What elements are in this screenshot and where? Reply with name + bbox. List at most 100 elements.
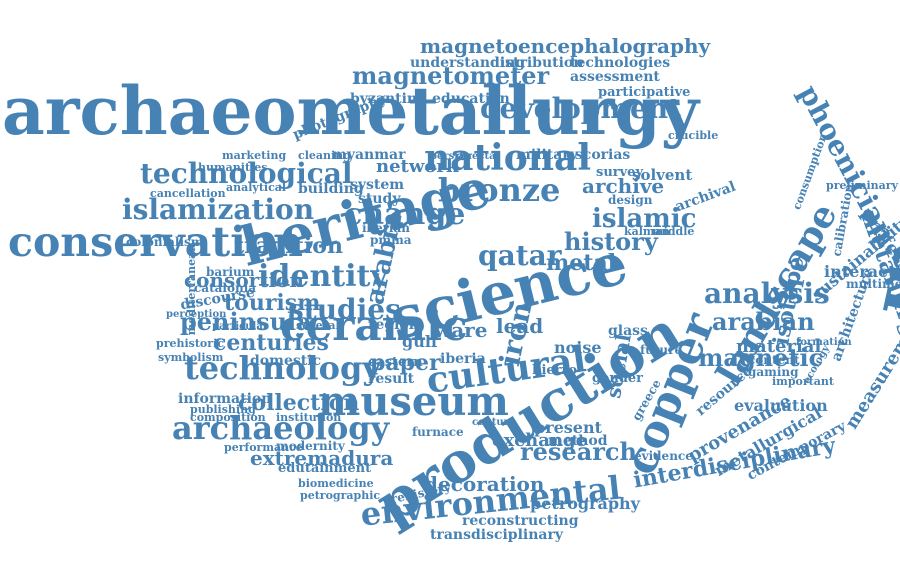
word-exchange: exchange	[492, 430, 588, 451]
word-mediterranean: mediterranean	[185, 243, 199, 336]
word-byzantine: byzantine	[350, 91, 426, 107]
word-ceramic: ceramic	[280, 301, 468, 350]
word-technological: technological	[140, 157, 353, 190]
word-interaction: interaction	[824, 262, 900, 281]
word-furnace: furnace	[412, 425, 464, 439]
word-publishing: publishing	[190, 403, 256, 416]
word-museum: museum	[318, 378, 509, 425]
word-assessment: assessment	[570, 69, 660, 85]
word-multimedia: multimedia	[846, 277, 900, 291]
word-humanities: humanities	[198, 161, 268, 174]
word-history: history	[564, 227, 658, 256]
word-pmma: pmma	[370, 233, 412, 247]
word-gaming: gaming	[748, 365, 799, 379]
word-eastern: eastern	[368, 355, 423, 370]
word-islamization: islamization	[122, 193, 315, 226]
word-national: national	[424, 137, 591, 179]
word-consortion: consortion	[184, 268, 304, 292]
word-peninsula: peninsula	[180, 307, 312, 336]
word-understanding: understanding	[410, 55, 526, 71]
word-studies: studies	[288, 293, 401, 326]
word-noise: noise	[554, 338, 602, 357]
word-metal: metal	[546, 250, 617, 276]
word-persian: persian	[430, 151, 472, 162]
word-tourism: tourism	[224, 290, 321, 316]
word-system: system	[350, 177, 405, 193]
word-catalonia: catalonia	[194, 281, 257, 295]
word-directa: directa	[456, 151, 496, 162]
word-magnetometer: magnetometer	[352, 61, 550, 90]
word-kalman: kalman	[624, 225, 670, 238]
word-arabian: arabian	[712, 307, 815, 336]
word-information: information	[178, 391, 272, 407]
word-petrographic: petrographic	[300, 489, 381, 502]
word-barium: barium	[206, 265, 255, 279]
word-iberia: iberia	[440, 351, 486, 367]
word-analysis: analysis	[704, 277, 830, 310]
word-archaeology: archaeology	[172, 409, 390, 447]
word-research: research	[520, 437, 637, 466]
word-myanmar: myanmar	[332, 147, 406, 163]
word-technologies: technologies	[570, 55, 671, 71]
word-ware: ware	[434, 318, 488, 342]
word-institution: institution	[276, 411, 342, 424]
word-cleaning: cleaning	[298, 149, 351, 162]
word-centuries: centuries	[213, 330, 329, 356]
word-education: education	[432, 91, 510, 107]
word-technology: technology	[184, 349, 381, 387]
word-important: important	[772, 375, 834, 388]
word-extremadura: extremadura	[250, 446, 394, 470]
word-magnetoencephalography: magnetoencephalography	[420, 34, 711, 58]
word-iberian: iberian	[362, 221, 410, 235]
word-participative: participative	[598, 85, 691, 100]
word-archaeometallurgy: archaeometallurgy	[2, 72, 699, 150]
word-paper: paper	[370, 350, 441, 376]
word-perception: perception	[166, 309, 227, 320]
word-archival: archival	[673, 178, 738, 216]
word-hierro: hierro	[532, 363, 578, 378]
word-gulf: gulf	[402, 332, 438, 351]
word-performance: performance	[224, 441, 303, 454]
word-glass: glass	[608, 323, 648, 339]
word-present: present	[534, 418, 603, 437]
word-cancellation: cancellation	[150, 187, 226, 200]
word-edutainment: edutainment	[278, 461, 372, 476]
word-transdisciplinary: transdisciplinary	[430, 527, 563, 543]
word-analytical: analytical	[226, 181, 287, 194]
word-decoration: decoration	[424, 472, 545, 496]
word-islamic: islamic	[592, 204, 697, 234]
word-tradition: tradition	[234, 233, 343, 259]
word-method: method	[548, 433, 608, 449]
word-change: change	[344, 197, 466, 232]
word-crucible: crucible	[668, 129, 719, 142]
word-particular: particular	[212, 321, 269, 332]
word-magnetic: magnetic	[698, 343, 824, 372]
word-colonialism: colonialism	[126, 235, 204, 249]
word-marketing: marketing	[222, 149, 287, 162]
word-result: result	[368, 371, 415, 387]
word-reconstructing: reconstructing	[462, 513, 579, 529]
word-qatar: qatar	[478, 239, 562, 272]
word-domestic: domestic	[250, 353, 322, 369]
word-gender: gender	[592, 371, 644, 386]
word-collection: collection	[238, 390, 360, 416]
word-survey: survey	[596, 165, 643, 180]
word-preliminary: preliminary	[826, 179, 898, 192]
word-evidence: evidence	[634, 449, 693, 463]
word-biomedicine: biomedicine	[298, 477, 374, 490]
word-content: content	[748, 353, 800, 367]
word-design: design	[608, 193, 653, 207]
word-solvent: solvent	[632, 166, 693, 184]
word-region: region	[368, 317, 419, 333]
word-middle: middle	[652, 225, 695, 238]
word-material: material	[736, 336, 822, 357]
word-future: future	[640, 343, 683, 357]
word-prehistoric: prehistoric	[156, 337, 224, 350]
word-several: several	[296, 319, 340, 332]
word-evaluation: evaluation	[734, 396, 828, 415]
word-modernity: modernity	[276, 439, 345, 453]
word-lead: lead	[496, 314, 544, 338]
word-formation: formation	[796, 337, 852, 348]
word-study: study	[358, 191, 401, 207]
